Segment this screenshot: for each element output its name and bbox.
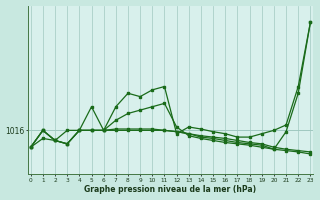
X-axis label: Graphe pression niveau de la mer (hPa): Graphe pression niveau de la mer (hPa) bbox=[84, 185, 257, 194]
